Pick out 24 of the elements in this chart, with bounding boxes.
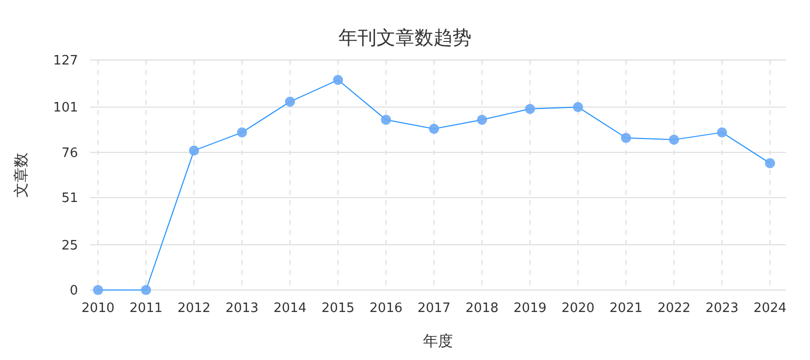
x-tick-label: 2014: [273, 301, 307, 316]
x-tick-label: 2012: [177, 301, 211, 316]
x-tick-label: 2023: [705, 301, 739, 316]
x-tick-label: 2020: [561, 301, 595, 316]
x-tick-label: 2017: [417, 301, 451, 316]
y-tick-label: 101: [53, 100, 78, 116]
x-tick-label: 2011: [129, 301, 163, 316]
x-tick-label: 2013: [225, 301, 259, 316]
chart-title: 年刊文章数趋势: [338, 27, 472, 49]
x-tick-label: 2016: [369, 301, 403, 316]
y-axis-title: 文章数: [12, 152, 30, 198]
x-tick-label: 2019: [513, 301, 547, 316]
y-tick-label: 51: [61, 191, 78, 206]
y-tick-label: 25: [61, 238, 78, 254]
x-tick-label: 2018: [465, 301, 499, 316]
x-tick-label: 2022: [657, 301, 691, 316]
y-tick-label: 0: [70, 284, 78, 299]
x-axis-title: 年度: [423, 332, 453, 350]
y-tick-label: 76: [61, 146, 78, 161]
x-tick-label: 2024: [753, 301, 787, 316]
x-tick-label: 2010: [81, 301, 115, 316]
x-tick-label: 2021: [609, 301, 643, 316]
x-tick-label: 2015: [321, 301, 355, 316]
y-tick-label: 127: [53, 54, 78, 69]
